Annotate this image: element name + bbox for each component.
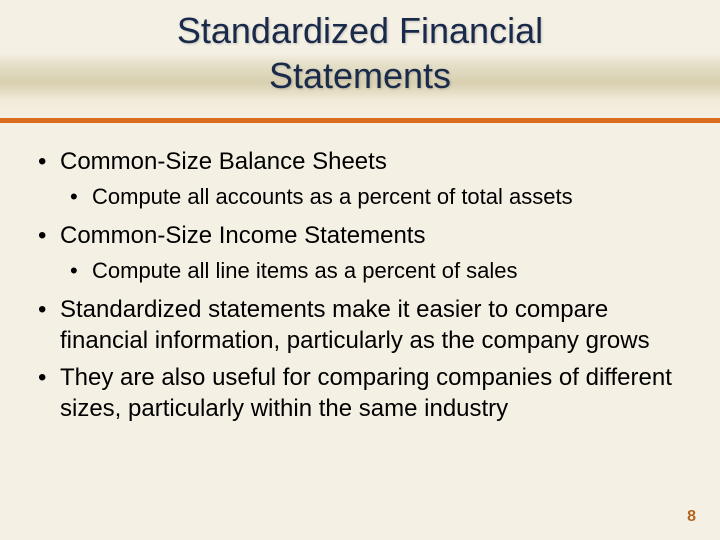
- bullet-item: Standardized statements make it easier t…: [38, 294, 682, 356]
- header-region: Standardized Financial Statements: [0, 0, 720, 118]
- title-line-1: Standardized Financial: [177, 10, 543, 51]
- content-area: Common-Size Balance Sheets Compute all a…: [0, 118, 720, 424]
- bullet-item: They are also useful for comparing compa…: [38, 362, 682, 424]
- bullet-subitem: Compute all line items as a percent of s…: [70, 257, 682, 286]
- page-number: 8: [687, 508, 696, 526]
- bullet-subitem: Compute all accounts as a percent of tot…: [70, 183, 682, 212]
- title-line-2: Statements: [269, 55, 451, 96]
- bullet-item: Common-Size Balance Sheets: [38, 146, 682, 177]
- bullet-item: Common-Size Income Statements: [38, 220, 682, 251]
- slide-title: Standardized Financial Statements: [0, 0, 720, 98]
- bullet-list: Common-Size Balance Sheets Compute all a…: [38, 146, 682, 424]
- divider-rule: [0, 118, 720, 123]
- slide-container: Standardized Financial Statements Common…: [0, 0, 720, 540]
